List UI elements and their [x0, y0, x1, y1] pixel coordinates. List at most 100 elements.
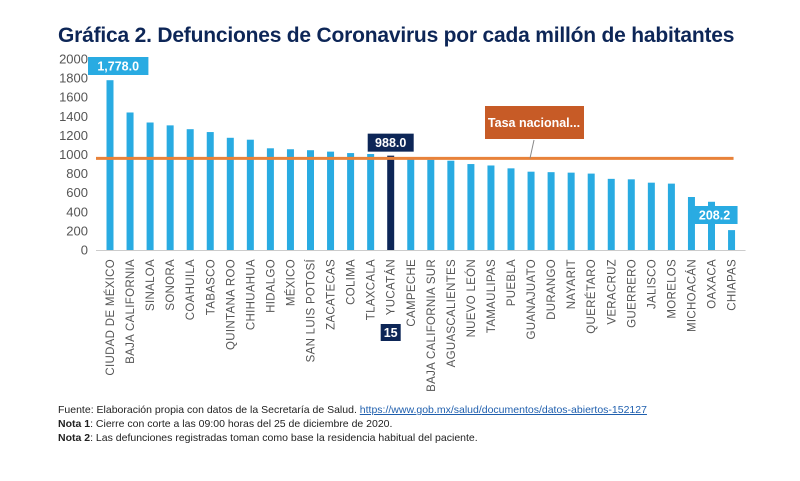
- data-label-bg: [691, 206, 738, 224]
- data-label-bg: [367, 133, 414, 152]
- x-tick-label: JALISCO: [646, 259, 658, 309]
- y-tick-label: 2000: [59, 52, 88, 67]
- y-tick-label: 800: [66, 166, 88, 181]
- x-tick-label: QUINTANA ROO: [225, 259, 237, 350]
- x-tick-label: COAHUILA: [185, 259, 197, 320]
- bar-11: [327, 151, 335, 250]
- x-tick-label: OAXACA: [707, 259, 719, 309]
- x-tick-label: DURANGO: [546, 259, 558, 320]
- x-tick-label: PUEBLA: [506, 259, 518, 306]
- y-tick-label: 1200: [59, 128, 88, 143]
- bar-10: [307, 150, 314, 250]
- y-tick-label: 0: [81, 243, 88, 258]
- bar-29: [687, 196, 695, 250]
- callout-box: [485, 106, 584, 139]
- x-tick-label: YUCATÁN: [385, 259, 398, 315]
- bar-25: [607, 178, 615, 250]
- x-tick-label: GUERRERO: [626, 259, 638, 328]
- rank-badge-text: 15: [384, 326, 398, 340]
- y-tick-label: 400: [66, 204, 88, 219]
- note-1-text: : Cierre con corte a las 09:00 horas del…: [90, 418, 393, 430]
- note-1: Nota 1: Cierre con corte a las 09:00 hor…: [58, 417, 647, 431]
- data-label-text: 988.0: [375, 136, 406, 150]
- bar-7: [246, 139, 254, 250]
- x-tick-label: MÉXICO: [284, 259, 297, 306]
- bar-19: [487, 165, 495, 250]
- x-tick-label: VERACRUZ: [606, 259, 618, 325]
- x-tick-label: NUEVO LEÓN: [465, 259, 478, 337]
- x-tick-label: MORELOS: [666, 259, 678, 319]
- x-tick-label: AGUASCALIENTES: [446, 259, 458, 367]
- bar-18: [467, 164, 475, 250]
- y-tick-label: 1800: [59, 71, 88, 86]
- bar-0: [106, 80, 114, 251]
- data-label: 1,778.0: [88, 57, 149, 75]
- bar-22: [547, 172, 555, 250]
- y-tick-label: 1600: [59, 90, 88, 105]
- bars: [106, 80, 736, 251]
- x-axis-labels: CIUDAD DE MÉXICO BAJA CALIFORNIA SINALOA SO…: [104, 259, 739, 392]
- bar-31: [728, 230, 736, 250]
- x-tick-label: COLIMA: [346, 259, 358, 305]
- bar-9: [286, 149, 294, 250]
- y-axis: 0 200 400 600 800 1000 1200 1400 1600 1800 2000: [59, 52, 88, 258]
- data-label-bg: [88, 57, 149, 75]
- x-tick-label: TABASCO: [205, 259, 217, 315]
- bar-chart: 0 200 400 600 800 1000 1200 1400 1600 1800 2000 CI…: [59, 52, 746, 392]
- x-tick-label: CAMPECHE: [406, 259, 418, 327]
- source-text: Fuente: Elaboración propia con datos de …: [58, 404, 360, 416]
- bar-20: [507, 168, 515, 250]
- x-tick-label: SINALOA: [145, 259, 157, 311]
- bar-24: [587, 173, 595, 250]
- x-tick-label: BAJA CALIFORNIA SUR: [426, 259, 438, 392]
- bar-17: [447, 160, 455, 250]
- bar-15: [407, 158, 415, 250]
- bar-4: [186, 129, 194, 250]
- bar-1: [126, 112, 134, 250]
- bar-26: [627, 179, 635, 250]
- source-note: Fuente: Elaboración propia con datos de …: [58, 403, 647, 417]
- bar-28: [667, 183, 675, 250]
- x-tick-label: SONORA: [165, 259, 177, 311]
- bar-6: [226, 137, 234, 250]
- bar-3: [166, 125, 174, 250]
- national-rate-line: Tasa nacional...: [96, 106, 734, 160]
- bar-14: [387, 155, 395, 250]
- bar-30: [708, 201, 715, 250]
- bar-12: [347, 153, 355, 250]
- x-tick-label: TAMAULIPAS: [486, 259, 498, 333]
- y-tick-label: 1400: [59, 109, 88, 124]
- bar-8: [266, 148, 274, 250]
- x-tick-label: TLAXCALA: [366, 259, 378, 320]
- bar-23: [567, 172, 575, 250]
- x-tick-label: CIUDAD DE MÉXICO: [104, 259, 117, 376]
- x-tick-label: SAN LUIS POTOSÍ: [305, 259, 318, 363]
- x-tick-label: CHIHUAHUA: [245, 259, 257, 330]
- bar-27: [647, 182, 655, 250]
- x-tick-label: MICHOACÁN: [685, 259, 698, 332]
- callout-leader-line: [529, 139, 535, 159]
- x-tick-label: QUERÉTARO: [585, 259, 598, 334]
- note-2-text: : Las defunciones registradas toman como…: [90, 432, 478, 444]
- footnotes: Fuente: Elaboración propia con datos de …: [58, 403, 647, 445]
- x-tick-label: CHIAPAS: [727, 259, 739, 311]
- bar-2: [146, 122, 154, 250]
- data-labels: 1,778.0 988.0 208.2: [88, 57, 738, 224]
- x-tick-label: ZACATECAS: [326, 259, 338, 330]
- bar-13: [367, 154, 375, 250]
- callout-text: Tasa nacional...: [488, 116, 580, 130]
- x-tick-label: GUANAJUATO: [526, 259, 538, 340]
- note-2: Nota 2: Las defunciones registradas toma…: [58, 431, 647, 445]
- x-tick-label: BAJA CALIFORNIA: [125, 259, 137, 364]
- data-label: 208.2: [691, 206, 738, 224]
- y-tick-label: 1000: [59, 147, 88, 162]
- rank-badge-bg: [380, 324, 401, 341]
- bar-16: [427, 159, 435, 250]
- source-link[interactable]: https://www.gob.mx/salud/documentos/dato…: [359, 404, 647, 416]
- data-label-text: 1,778.0: [97, 60, 139, 74]
- data-label: 988.0: [367, 133, 414, 152]
- y-tick-label: 200: [66, 223, 88, 238]
- note-1-label: Nota 1: [58, 418, 91, 430]
- bar-21: [527, 171, 535, 250]
- data-label-text: 208.2: [699, 209, 730, 223]
